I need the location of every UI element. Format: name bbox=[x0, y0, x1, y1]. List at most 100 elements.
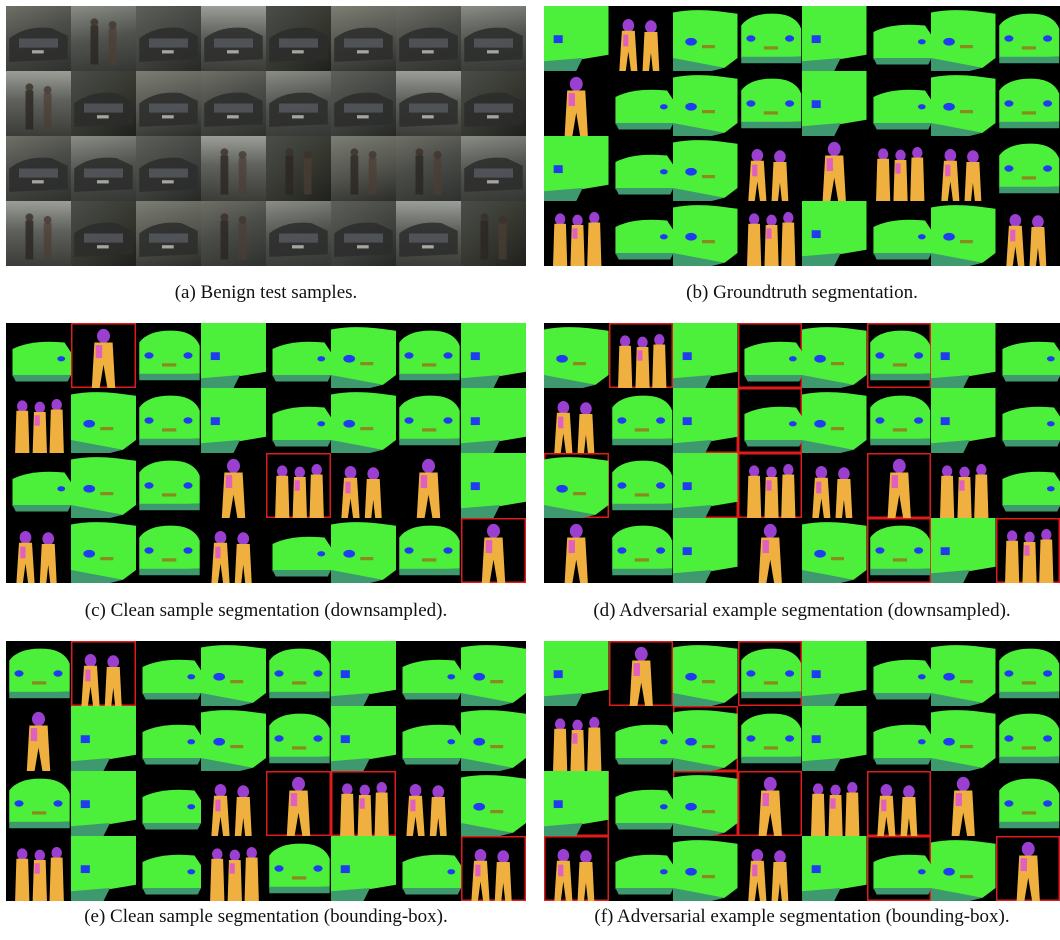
segmentation-tile bbox=[266, 706, 331, 771]
segmentation-tile bbox=[544, 706, 609, 771]
segmentation-tile bbox=[802, 6, 867, 71]
flagged-segmentation-tile bbox=[866, 518, 931, 583]
segmentation-tile bbox=[673, 201, 738, 266]
segmentation-tile bbox=[71, 518, 136, 583]
caption-f: (f) Adversarial example segmentation (bo… bbox=[594, 906, 1010, 927]
benign-sample-image bbox=[71, 71, 136, 136]
segmentation-tile bbox=[931, 771, 996, 836]
segmentation-tile bbox=[737, 136, 802, 201]
segmentation-tile bbox=[737, 518, 802, 583]
segmentation-tile bbox=[931, 71, 996, 136]
segmentation-tile bbox=[866, 6, 931, 71]
segmentation-tile bbox=[136, 836, 201, 901]
segmentation-tile bbox=[136, 706, 201, 771]
flagged-segmentation-tile bbox=[737, 388, 802, 453]
segmentation-tile bbox=[331, 453, 396, 518]
segmentation-tile bbox=[544, 136, 609, 201]
caption-e: (e) Clean sample segmentation (bounding-… bbox=[84, 906, 448, 927]
segmentation-tile bbox=[201, 323, 266, 388]
segmentation-tile bbox=[331, 323, 396, 388]
segmentation-tile bbox=[802, 518, 867, 583]
segmentation-tile bbox=[461, 388, 526, 453]
benign-sample-image bbox=[201, 136, 266, 201]
segmentation-tile bbox=[6, 518, 71, 583]
segmentation-tile bbox=[201, 706, 266, 771]
benign-sample-image bbox=[71, 201, 136, 266]
segmentation-tile bbox=[6, 771, 71, 836]
segmentation-tile bbox=[931, 706, 996, 771]
segmentation-tile bbox=[802, 836, 867, 901]
benign-sample-image bbox=[396, 201, 461, 266]
segmentation-tile bbox=[461, 641, 526, 706]
segmentation-tile bbox=[396, 641, 461, 706]
flagged-segmentation-tile bbox=[608, 641, 673, 706]
flagged-segmentation-tile bbox=[331, 771, 396, 836]
segmentation-tile bbox=[673, 518, 738, 583]
benign-sample-image bbox=[136, 201, 201, 266]
caption-b: (b) Groundtruth segmentation. bbox=[686, 282, 918, 303]
segmentation-tile bbox=[931, 641, 996, 706]
segmentation-tile bbox=[6, 836, 71, 901]
segmentation-tile bbox=[737, 6, 802, 71]
segmentation-tile bbox=[396, 518, 461, 583]
segmentation-tile bbox=[136, 518, 201, 583]
segmentation-tile bbox=[673, 6, 738, 71]
segmentation-tile bbox=[931, 6, 996, 71]
segmentation-tile bbox=[6, 641, 71, 706]
segmentation-tile bbox=[201, 518, 266, 583]
segmentation-tile bbox=[995, 453, 1060, 518]
segmentation-tile bbox=[136, 641, 201, 706]
segmentation-tile bbox=[71, 836, 136, 901]
segmentation-tile bbox=[396, 771, 461, 836]
segmentation-tile bbox=[866, 71, 931, 136]
segmentation-tile bbox=[201, 771, 266, 836]
segmentation-tile bbox=[931, 136, 996, 201]
flagged-segmentation-tile bbox=[995, 518, 1060, 583]
segmentation-tile bbox=[866, 201, 931, 266]
segmentation-tile bbox=[544, 71, 609, 136]
flagged-segmentation-tile bbox=[608, 323, 673, 388]
segmentation-tile bbox=[266, 836, 331, 901]
segmentation-tile bbox=[673, 71, 738, 136]
segmentation-tile bbox=[608, 453, 673, 518]
benign-sample-image bbox=[461, 201, 526, 266]
segmentation-tile bbox=[266, 388, 331, 453]
benign-sample-image bbox=[331, 136, 396, 201]
segmentation-tile bbox=[6, 706, 71, 771]
benign-sample-image bbox=[201, 201, 266, 266]
segmentation-tile bbox=[737, 836, 802, 901]
flagged-segmentation-tile bbox=[866, 323, 931, 388]
segmentation-tile bbox=[201, 388, 266, 453]
segmentation-tile bbox=[396, 453, 461, 518]
segmentation-tile bbox=[266, 641, 331, 706]
segmentation-tile bbox=[6, 323, 71, 388]
segmentation-tile bbox=[931, 323, 996, 388]
segmentation-tile bbox=[737, 201, 802, 266]
segmentation-tile bbox=[608, 388, 673, 453]
benign-sample-image bbox=[6, 136, 71, 201]
flagged-segmentation-tile bbox=[544, 771, 609, 836]
segmentation-tile bbox=[802, 388, 867, 453]
segmentation-tile bbox=[544, 388, 609, 453]
segmentation-tile bbox=[931, 836, 996, 901]
flagged-segmentation-tile bbox=[461, 518, 526, 583]
segmentation-tile bbox=[136, 771, 201, 836]
segmentation-tile bbox=[802, 771, 867, 836]
caption-a: (a) Benign test samples. bbox=[174, 282, 358, 303]
flagged-segmentation-tile bbox=[673, 388, 738, 453]
segmentation-tile bbox=[673, 836, 738, 901]
segmentation-tile bbox=[331, 518, 396, 583]
benign-sample-image bbox=[6, 201, 71, 266]
segmentation-tile bbox=[802, 201, 867, 266]
segmentation-tile bbox=[608, 518, 673, 583]
segmentation-tile bbox=[331, 641, 396, 706]
benign-sample-image bbox=[71, 6, 136, 71]
benign-sample-image bbox=[331, 201, 396, 266]
segmentation-tile bbox=[608, 836, 673, 901]
segmentation-tile bbox=[6, 453, 71, 518]
benign-sample-image bbox=[266, 136, 331, 201]
benign-sample-image bbox=[71, 136, 136, 201]
segmentation-tile bbox=[931, 201, 996, 266]
segmentation-tile bbox=[673, 136, 738, 201]
flagged-segmentation-tile bbox=[737, 323, 802, 388]
